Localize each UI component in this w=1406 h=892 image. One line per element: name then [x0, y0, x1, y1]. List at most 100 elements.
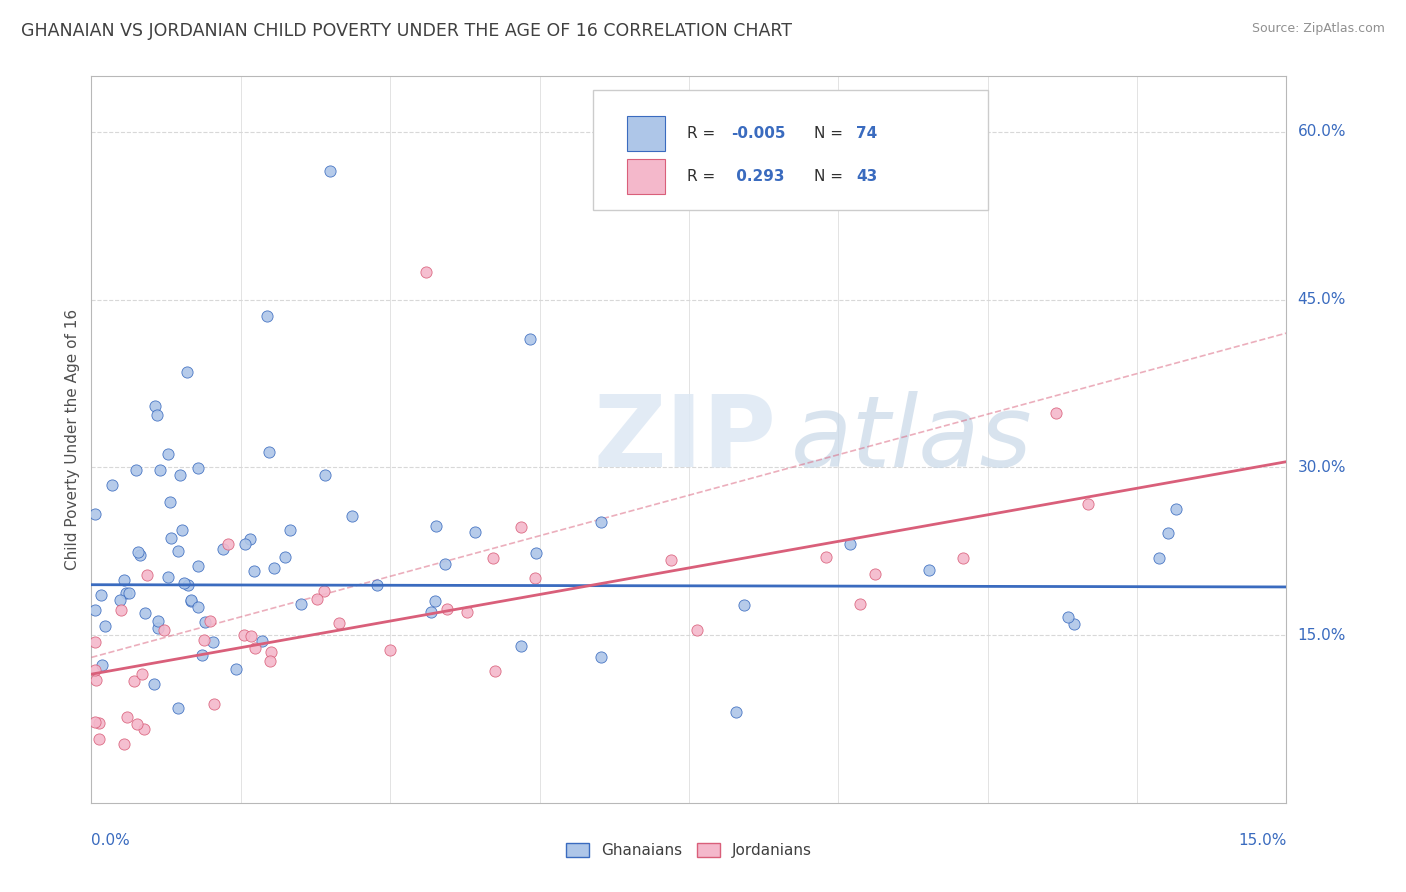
Point: [312, 584, 335, 599]
Point: [166, 701, 188, 715]
Point: [510, 639, 533, 653]
Point: [136, 568, 159, 582]
Point: [89, 732, 111, 747]
Point: [849, 597, 872, 611]
Point: [193, 632, 215, 647]
Point: [863, 566, 886, 581]
Point: [260, 644, 283, 658]
Point: [186, 558, 208, 573]
Text: Source: ZipAtlas.com: Source: ZipAtlas.com: [1251, 22, 1385, 36]
Point: [838, 536, 860, 550]
Point: [148, 621, 170, 635]
Point: [434, 557, 457, 571]
Point: [366, 577, 388, 591]
Point: [239, 533, 262, 547]
Point: [1147, 551, 1170, 566]
Point: [194, 615, 217, 629]
Point: [233, 628, 256, 642]
Point: [314, 467, 336, 482]
Point: [169, 468, 191, 483]
Text: 0.293: 0.293: [731, 169, 785, 184]
Point: [526, 546, 548, 560]
Point: [686, 623, 709, 637]
Point: [952, 551, 974, 566]
Point: [280, 524, 302, 538]
Point: [84, 714, 107, 729]
Point: [125, 463, 148, 477]
Point: [87, 716, 110, 731]
Point: [84, 673, 107, 687]
Point: [114, 586, 136, 600]
Point: [127, 717, 149, 731]
Point: [256, 310, 278, 324]
Point: [1077, 497, 1099, 511]
Point: [127, 545, 149, 559]
Point: [524, 571, 547, 585]
Point: [245, 640, 267, 655]
Point: [425, 518, 447, 533]
Point: [112, 737, 135, 751]
Point: [202, 697, 225, 711]
Point: [84, 663, 107, 677]
Point: [118, 586, 141, 600]
Text: N =: N =: [814, 169, 848, 184]
Point: [519, 332, 541, 346]
Point: [1045, 406, 1067, 420]
Text: N =: N =: [814, 126, 848, 141]
Point: [156, 447, 179, 461]
Point: [198, 614, 221, 628]
Point: [187, 461, 209, 475]
Point: [84, 603, 107, 617]
Point: [425, 594, 447, 608]
Point: [167, 543, 190, 558]
Point: [131, 667, 153, 681]
Text: ZIP: ZIP: [593, 391, 776, 488]
Point: [1057, 610, 1080, 624]
Bar: [627, 116, 665, 151]
Point: [142, 677, 165, 691]
Point: [134, 723, 156, 737]
Point: [173, 576, 195, 591]
Legend: Ghanaians, Jordanians: Ghanaians, Jordanians: [560, 837, 818, 864]
Text: 74: 74: [856, 126, 877, 141]
Point: [589, 650, 612, 665]
Point: [415, 264, 437, 278]
Text: atlas: atlas: [790, 391, 1032, 488]
Point: [202, 635, 225, 649]
Point: [510, 520, 533, 534]
Point: [129, 548, 152, 562]
Point: [187, 600, 209, 615]
Point: [180, 594, 202, 608]
Text: 45.0%: 45.0%: [1298, 292, 1346, 307]
Point: [328, 616, 350, 631]
Point: [177, 577, 200, 591]
Point: [456, 605, 478, 619]
Point: [591, 516, 613, 530]
Point: [342, 508, 364, 523]
FancyBboxPatch shape: [593, 90, 987, 211]
Point: [725, 706, 748, 720]
Point: [191, 648, 214, 663]
Point: [143, 399, 166, 413]
Point: [233, 537, 256, 551]
Point: [815, 550, 838, 565]
Point: [110, 602, 132, 616]
Text: R =: R =: [686, 169, 720, 184]
Text: GHANAIAN VS JORDANIAN CHILD POVERTY UNDER THE AGE OF 16 CORRELATION CHART: GHANAIAN VS JORDANIAN CHILD POVERTY UNDE…: [21, 22, 792, 40]
Text: R =: R =: [686, 126, 720, 141]
Point: [225, 662, 247, 676]
Point: [290, 597, 312, 611]
Point: [108, 593, 131, 607]
Point: [94, 619, 117, 633]
Point: [212, 541, 235, 556]
Point: [160, 531, 183, 545]
Text: 0.0%: 0.0%: [91, 833, 131, 848]
Point: [378, 642, 401, 657]
Point: [1063, 617, 1085, 632]
Point: [484, 664, 506, 678]
Point: [170, 523, 193, 537]
Point: [918, 563, 941, 577]
Point: [134, 607, 156, 621]
Point: [252, 633, 274, 648]
Point: [420, 606, 443, 620]
